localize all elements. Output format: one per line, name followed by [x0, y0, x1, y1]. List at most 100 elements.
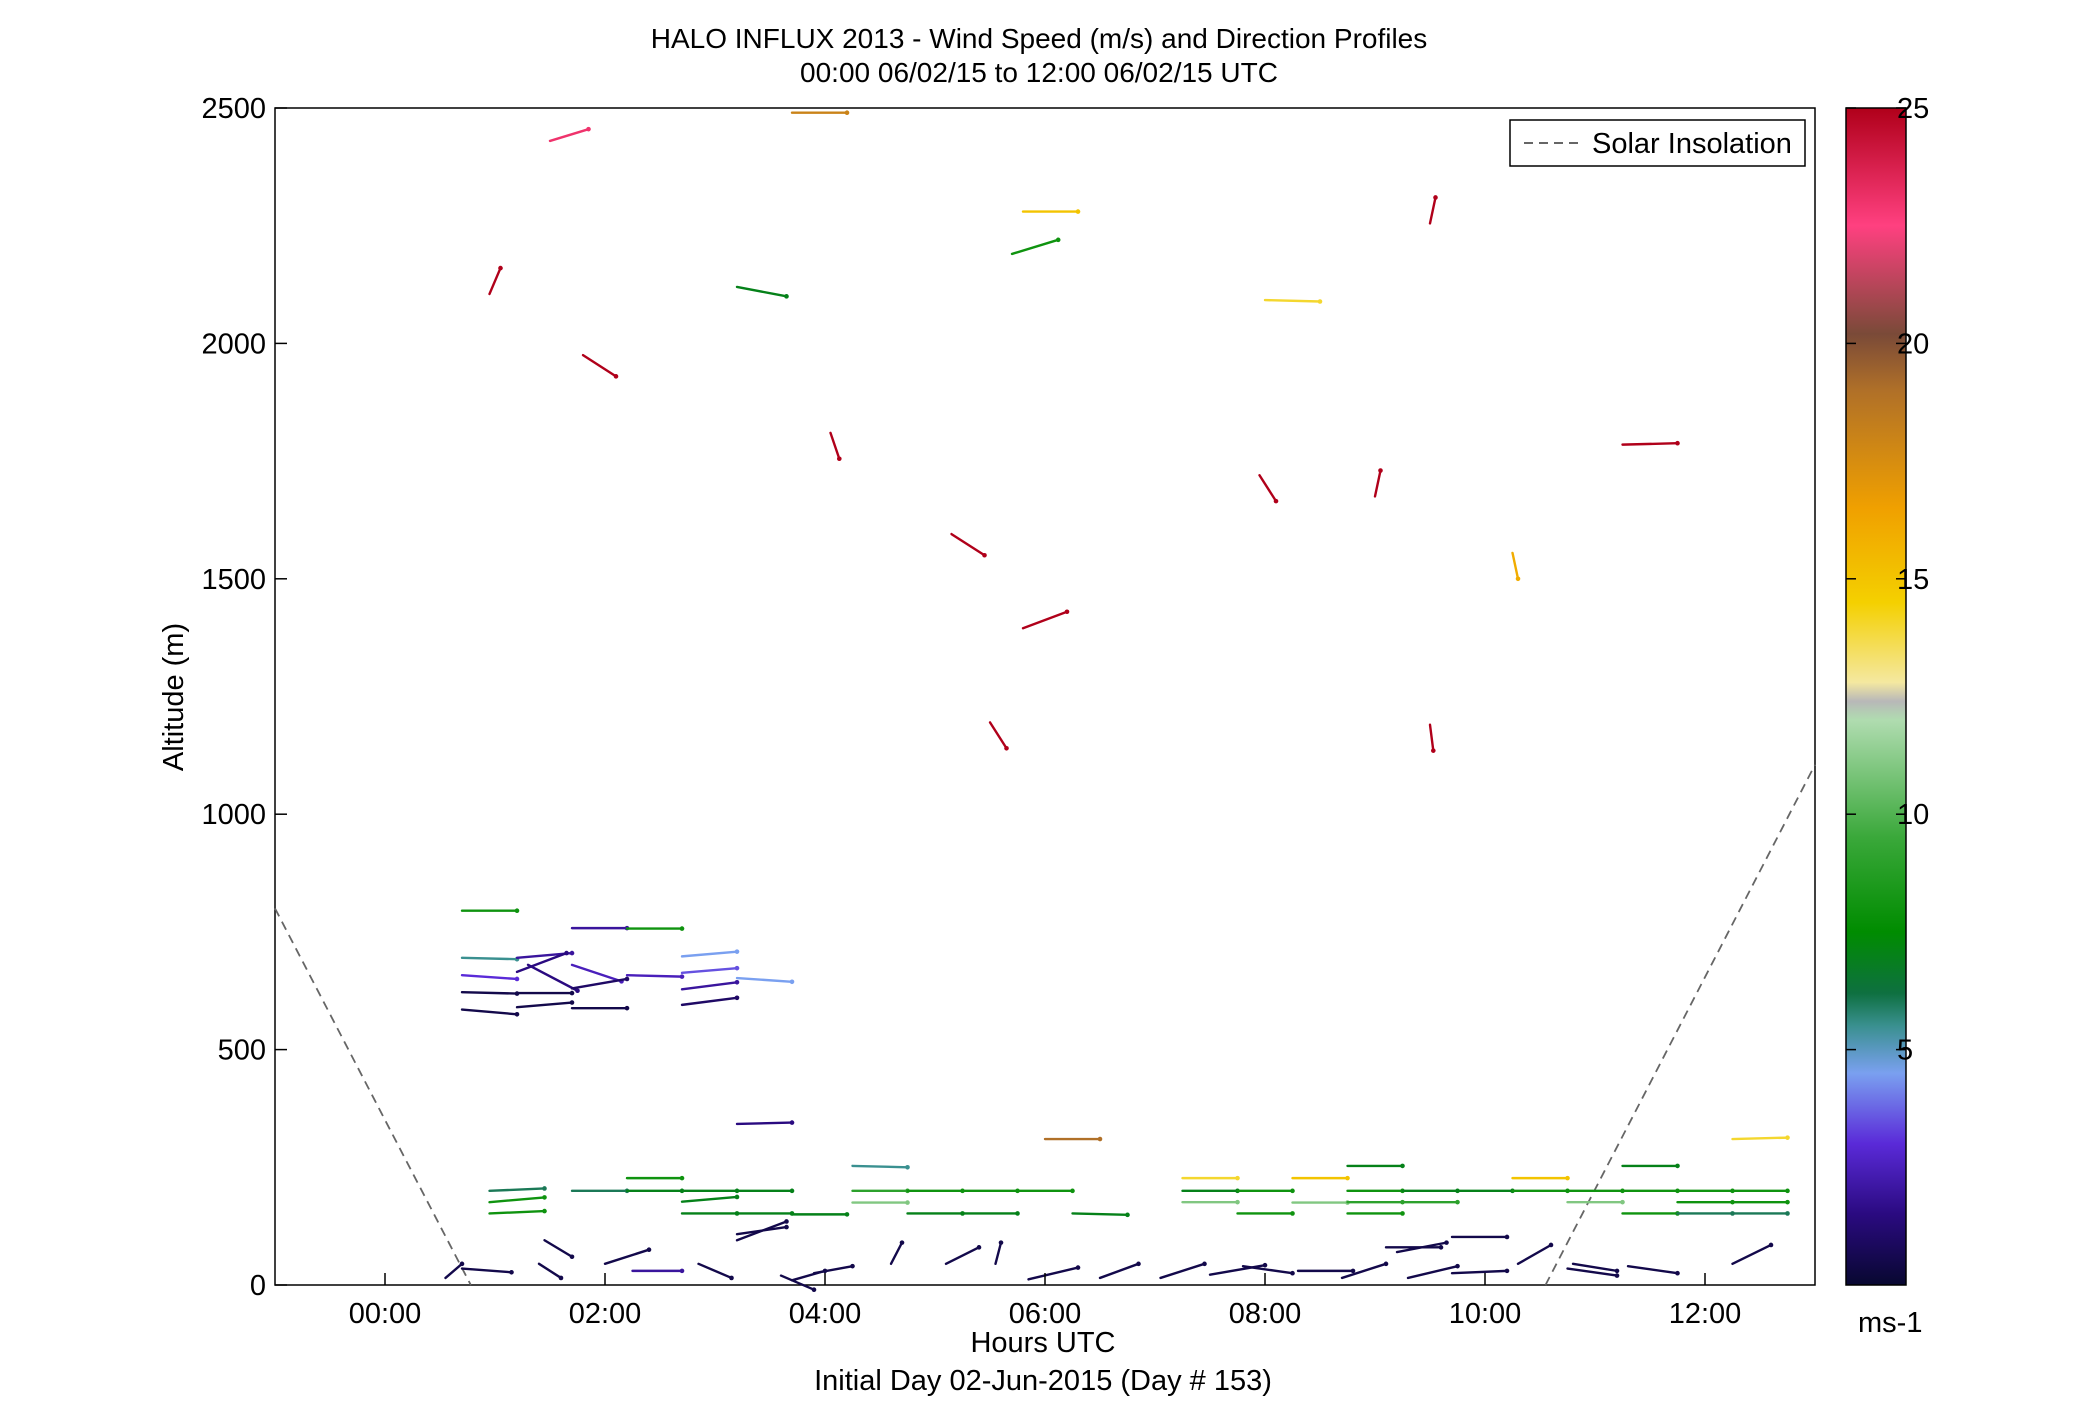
wind-arrow [1450, 1234, 1510, 1240]
wind-arrow [1236, 1211, 1295, 1216]
colorbar-tick-label: 20 [1897, 328, 1929, 360]
wind-arrow [1346, 1163, 1405, 1169]
wind-arrow [1406, 1263, 1460, 1280]
y-tick-label: 2000 [201, 328, 266, 360]
wind-arrow [1181, 1175, 1240, 1181]
wind-arrow [631, 1268, 685, 1274]
x-tick-label: 00:00 [349, 1298, 422, 1330]
colorbar-tick-label: 25 [1897, 93, 1929, 125]
wind-arrow [680, 995, 740, 1007]
wind-arrow [735, 1188, 795, 1194]
y-tick-label: 1500 [201, 564, 266, 596]
y-tick-label: 1000 [201, 799, 266, 831]
wind-arrow [697, 1262, 734, 1281]
wind-arrow [961, 1211, 1020, 1216]
x-axis-label: Hours UTC [970, 1327, 1115, 1359]
x-tick-label: 02:00 [569, 1298, 642, 1330]
wind-arrow [851, 1164, 910, 1170]
colorbar-ticks: 5 10 15 20 25 [1846, 93, 1929, 1067]
wind-arrow [444, 1261, 465, 1280]
wind-arrow [1626, 1264, 1680, 1276]
colorbar-gradient [1845, 107, 1907, 1286]
wind-arrow [1373, 468, 1383, 498]
wind-arrow [680, 1194, 740, 1203]
wind-arrow [1258, 474, 1279, 504]
wind-arrow [488, 265, 503, 296]
wind-arrow [1098, 1261, 1141, 1280]
wind-arrow [1071, 1212, 1130, 1218]
chart-title: HALO INFLUX 2013 - Wind Speed (m/s) and … [651, 23, 1428, 54]
wind-arrow [1291, 1175, 1350, 1181]
wind-arrow [1511, 1175, 1570, 1181]
wind-arrow [625, 974, 685, 979]
wind-arrow [680, 979, 740, 991]
wind-arrow [1010, 237, 1061, 256]
wind-arrow [1027, 1265, 1081, 1281]
wind-arrow [1021, 609, 1070, 630]
wind-arrow [526, 963, 580, 994]
legend: Solar Insolation [1509, 119, 1806, 167]
wind-arrow [988, 721, 1009, 751]
wind-arrow [1181, 1199, 1240, 1205]
x-tick-label: 06:00 [1009, 1298, 1082, 1330]
wind-arrow [1263, 298, 1323, 304]
wind-arrow [1731, 1242, 1774, 1266]
wind-arrow [735, 1224, 789, 1236]
wind-arrow [680, 949, 740, 958]
x-tick-label: 04:00 [789, 1298, 862, 1330]
wind-arrow [1731, 1199, 1790, 1205]
wind-arrow [1428, 195, 1438, 225]
wind-arrow [515, 990, 575, 996]
wind-arrow [543, 1239, 575, 1260]
wind-arrow [1566, 1267, 1620, 1278]
colorbar: 5 10 15 20 25 ms-1 [1845, 93, 1929, 1339]
wind-arrow [570, 976, 630, 990]
wind-arrow [570, 1005, 630, 1011]
wind-vectors [444, 110, 1790, 1293]
legend-label-solar-insolation: Solar Insolation [1592, 128, 1792, 160]
wind-arrow [460, 974, 520, 982]
wind-arrow [1428, 723, 1436, 753]
colorbar-tick-label: 15 [1897, 564, 1929, 596]
solar-insolation-line [274, 907, 472, 1286]
wind-arrow [1384, 1245, 1444, 1250]
wind-arrow [1346, 1211, 1405, 1216]
wind-arrow [581, 353, 619, 379]
wind-arrow [1159, 1261, 1207, 1280]
y-tick-label: 2500 [201, 93, 266, 125]
wind-arrow [460, 1267, 514, 1275]
wind-arrow [790, 110, 850, 116]
x-tick-label: 12:00 [1669, 1298, 1742, 1330]
wind-arrow [779, 1274, 817, 1293]
x-tick-label: 10:00 [1449, 1298, 1522, 1330]
wind-arrow [537, 1262, 564, 1281]
wind-arrow [515, 950, 569, 974]
wind-arrow [812, 1263, 855, 1275]
wind-arrow [1296, 1268, 1356, 1274]
colorbar-tick-label: 5 [1897, 1035, 1913, 1067]
wind-arrow [680, 965, 740, 975]
chart-subtitle: 00:00 06/02/15 to 12:00 06/02/15 UTC [800, 57, 1278, 88]
y-tick-label: 500 [218, 1035, 266, 1067]
wind-arrow [889, 1240, 905, 1266]
wind-arrow [1236, 1188, 1295, 1194]
wind-arrow [1016, 1188, 1075, 1194]
wind-arrow [1241, 1264, 1295, 1276]
y-axis: 0 500 1000 1500 2000 2500 [201, 93, 287, 1302]
wind-arrow [1401, 1199, 1460, 1205]
wind-arrow [625, 1175, 685, 1181]
wind-arrow [1571, 1262, 1620, 1274]
wind-arrow [1021, 209, 1081, 214]
wind-arrow [944, 1245, 982, 1266]
wind-arrow [680, 1211, 740, 1216]
wind-arrow [460, 1008, 520, 1017]
wind-arrow [851, 1200, 910, 1205]
colorbar-tick-label: 10 [1897, 799, 1929, 831]
wind-arrow [1516, 1242, 1554, 1266]
wind-arrow [1340, 1261, 1389, 1280]
wind-arrow [488, 1195, 547, 1204]
x-axis-sublabel: Initial Day 02-Jun-2015 (Day # 153) [814, 1365, 1272, 1397]
wind-arrow [994, 1240, 1004, 1266]
wind-arrow [1566, 1199, 1625, 1205]
